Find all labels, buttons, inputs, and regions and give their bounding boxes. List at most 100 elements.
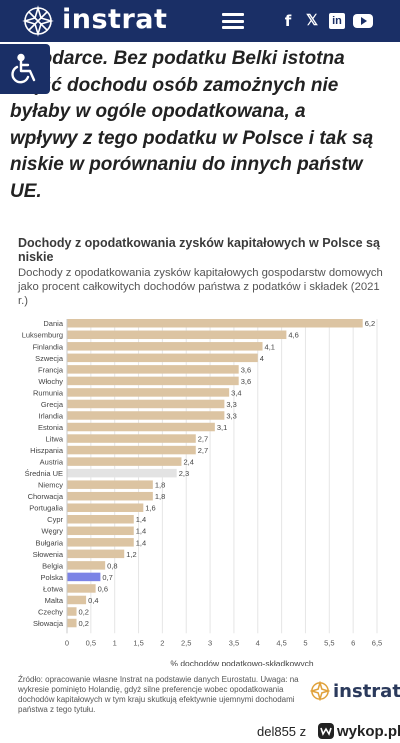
logo-icon[interactable] xyxy=(22,5,54,37)
category-label: Grecja xyxy=(41,400,64,409)
bar xyxy=(67,572,101,582)
bar xyxy=(67,549,125,559)
category-label: Luksemburg xyxy=(22,331,63,340)
category-label: Średnia UE xyxy=(25,469,63,478)
value-label: 2,4 xyxy=(183,458,193,467)
category-label: Malta xyxy=(45,596,64,605)
bar xyxy=(67,480,153,489)
value-label: 1,4 xyxy=(136,527,146,536)
x-tick-label: 0 xyxy=(65,638,69,647)
value-label: 2,7 xyxy=(198,435,208,444)
x-axis-label: % dochodów podatkowo-składkowych xyxy=(170,658,313,666)
value-label: 1,4 xyxy=(136,515,146,524)
source-note: Źródło: opracowanie własne Instrat na po… xyxy=(18,675,299,714)
bar-chart: 0 0,5 1 1,5 2 2,5 3 3,5 4 4,5 5 5,5 6 6,5 Dania 6,2 Luks… xyxy=(22,319,382,666)
category-label: Bułgaria xyxy=(35,538,63,547)
watermark-user: del855 z xyxy=(257,724,306,739)
logo-text[interactable]: instrat xyxy=(62,4,168,35)
value-label: 1,8 xyxy=(155,481,165,490)
x-tick-label: 5,5 xyxy=(324,638,334,647)
article-line: UE. xyxy=(10,180,42,202)
bar xyxy=(67,515,134,524)
value-label: 3,3 xyxy=(226,411,236,420)
x-tick-label: 2 xyxy=(160,638,164,647)
bar xyxy=(67,491,153,501)
bar xyxy=(67,365,239,374)
watermark-site: wykop.pl xyxy=(337,723,400,740)
article-line: część dochodu osób zamożnych nie xyxy=(10,74,339,96)
category-label: Szwecja xyxy=(35,354,64,363)
x-tick-label: 4 xyxy=(256,638,260,647)
category-label: Słowenia xyxy=(33,550,64,559)
wykop-logo-icon xyxy=(318,723,334,739)
category-label: Węgry xyxy=(41,527,63,536)
watermark-username: del855 xyxy=(257,724,297,739)
category-label: Portugalia xyxy=(29,504,64,513)
category-label: Łotwa xyxy=(43,584,64,593)
chart-title: Dochody z opodatkowania zysków kapitałow… xyxy=(18,236,380,264)
category-label: Hiszpania xyxy=(30,446,64,455)
x-tick-label: 6,5 xyxy=(372,638,382,647)
bar xyxy=(67,457,182,466)
x-tick-label: 3,5 xyxy=(229,638,239,647)
value-label: 3,6 xyxy=(241,365,251,374)
category-label: Dania xyxy=(43,319,63,328)
value-label: 0,8 xyxy=(107,561,117,570)
value-label: 2,7 xyxy=(198,446,208,455)
value-label: 0,2 xyxy=(79,619,89,628)
wheelchair-icon xyxy=(11,53,36,84)
value-label: 3,3 xyxy=(226,400,236,409)
x-icon[interactable]: 𝕏 xyxy=(305,12,319,29)
value-label: 3,4 xyxy=(231,388,241,397)
bar xyxy=(67,319,363,328)
value-label: 4,6 xyxy=(288,331,298,340)
category-label: Włochy xyxy=(38,377,63,386)
bar xyxy=(67,561,106,570)
category-label: Litwa xyxy=(45,435,63,444)
x-tick-label: 0,5 xyxy=(86,638,96,647)
category-label: Estonia xyxy=(38,423,64,432)
bar xyxy=(67,607,77,616)
x-tick-label: 2,5 xyxy=(181,638,191,647)
value-label: 0,2 xyxy=(79,607,89,616)
bar xyxy=(67,618,77,628)
chart-subtitle: Dochody z opodatkowania zysków kapitałow… xyxy=(18,267,383,307)
bar xyxy=(67,411,225,420)
article-line: byłaby w ogóle opodatkowana, a xyxy=(10,101,306,122)
value-label: 0,4 xyxy=(88,596,98,605)
value-label: 2,3 xyxy=(179,469,189,478)
article-line: …podarce. Bez podatku Belki istotna xyxy=(10,48,345,69)
bar xyxy=(67,538,134,547)
category-label: Cypr xyxy=(47,515,63,524)
article-line: niskie w porównaniu do innych państw xyxy=(10,154,363,175)
value-label: 4,1 xyxy=(265,342,275,351)
x-tick-label: 1 xyxy=(113,638,117,647)
bar xyxy=(67,353,258,363)
value-label: 0,6 xyxy=(98,584,108,593)
bar xyxy=(67,584,96,593)
category-label: Chorwacja xyxy=(28,492,64,501)
value-label: 6,2 xyxy=(365,319,375,328)
category-label: Słowacja xyxy=(33,619,64,628)
youtube-icon[interactable] xyxy=(353,14,373,28)
accessibility-button[interactable] xyxy=(0,44,50,94)
category-label: Niemcy xyxy=(38,481,63,490)
value-label: 1,6 xyxy=(145,504,155,513)
site-header: instrat f 𝕏 in xyxy=(0,0,400,42)
x-tick-label: 1,5 xyxy=(133,638,143,647)
bar xyxy=(67,526,134,536)
x-tick-label: 6 xyxy=(351,638,355,647)
x-tick-label: 3 xyxy=(208,638,212,647)
bar xyxy=(67,342,263,351)
article-line: wpływy z tego podatku w Polsce i tak są xyxy=(10,127,374,149)
linkedin-icon[interactable]: in xyxy=(329,13,345,29)
x-tick-label: 4,5 xyxy=(276,638,286,647)
bar xyxy=(67,434,196,443)
article-text: …podarce. Bez podatku Belki istotna częś… xyxy=(10,46,395,205)
bar xyxy=(67,445,196,455)
facebook-icon[interactable]: f xyxy=(284,12,292,30)
menu-icon[interactable] xyxy=(222,13,244,29)
category-label: Belgia xyxy=(42,561,64,570)
category-label: Francja xyxy=(38,365,64,374)
value-label: 4 xyxy=(260,354,264,363)
